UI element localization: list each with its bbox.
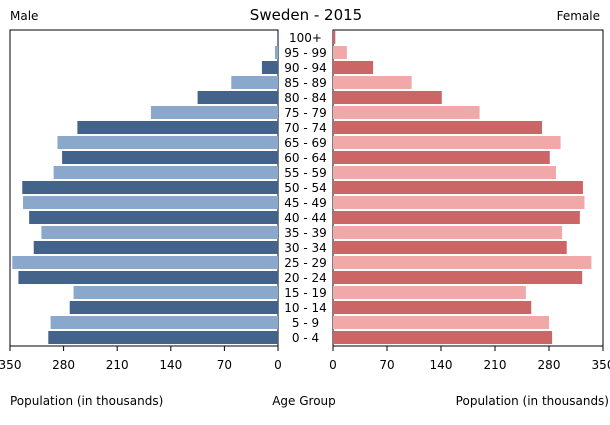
male-bar — [48, 331, 279, 344]
x-axis-ticks: 0 0 70 70 140 140 210 210 280 280 350 350 — [0, 346, 610, 372]
female-bar — [333, 76, 412, 89]
female-bar — [333, 241, 567, 254]
age-group-label: 85 - 89 — [284, 76, 327, 90]
x-tick-label: 350 — [0, 358, 21, 372]
male-bar — [33, 241, 278, 254]
age-group-label: 10 - 14 — [284, 301, 327, 315]
female-bar — [333, 331, 553, 344]
age-group-label: 5 - 9 — [292, 316, 319, 330]
male-bar — [231, 76, 278, 89]
male-bar — [23, 196, 278, 209]
female-bar — [333, 91, 442, 104]
female-bar — [333, 181, 583, 194]
male-bar — [53, 166, 278, 179]
female-bar — [333, 316, 549, 329]
male-bar — [261, 61, 278, 74]
male-bar — [41, 226, 278, 239]
female-bar — [333, 211, 580, 224]
x-tick-label: 210 — [484, 358, 507, 372]
female-bar — [333, 61, 374, 74]
female-bar — [333, 286, 526, 299]
age-group-label: 95 - 99 — [284, 46, 327, 60]
age-group-label: 60 - 64 — [284, 151, 327, 165]
x-axis-label-right: Population (in thousands) — [456, 394, 609, 408]
x-axis-label-left: Population (in thousands) — [10, 394, 163, 408]
male-bar — [277, 31, 278, 44]
female-bar — [333, 46, 347, 59]
age-group-label: 50 - 54 — [284, 181, 327, 195]
female-bar — [333, 301, 532, 314]
age-group-label: 0 - 4 — [292, 331, 319, 345]
age-group-label: 75 - 79 — [284, 106, 327, 120]
chart-title: Sweden - 2015 — [250, 6, 362, 24]
female-bar — [333, 226, 563, 239]
x-tick-label: 350 — [592, 358, 610, 372]
age-group-label: 55 - 59 — [284, 166, 327, 180]
age-group-label: 45 - 49 — [284, 196, 327, 210]
male-bar — [18, 271, 279, 284]
female-bar — [333, 136, 561, 149]
male-bar — [22, 181, 278, 194]
female-bar — [333, 271, 583, 284]
male-bar — [57, 136, 278, 149]
male-bar — [73, 286, 278, 299]
age-group-label: 90 - 94 — [284, 61, 327, 75]
age-group-label: 70 - 74 — [284, 121, 327, 135]
x-tick-label: 140 — [430, 358, 453, 372]
age-group-label: 40 - 44 — [284, 211, 327, 225]
male-bar — [274, 46, 278, 59]
age-group-label: 30 - 34 — [284, 241, 327, 255]
center-axis-label: Age Group — [272, 394, 336, 408]
female-bar — [333, 166, 556, 179]
female-bar — [333, 196, 585, 209]
male-bar — [29, 211, 279, 224]
female-bar — [333, 256, 592, 269]
age-group-label: 65 - 69 — [284, 136, 327, 150]
male-bar — [77, 121, 278, 134]
female-bar — [333, 121, 543, 134]
female-bar — [333, 31, 336, 44]
x-tick-label: 140 — [159, 358, 182, 372]
female-bar — [333, 151, 550, 164]
age-group-label: 80 - 84 — [284, 91, 327, 105]
male-bars — [12, 31, 279, 344]
female-bars — [333, 31, 592, 344]
x-tick-label: 70 — [217, 358, 232, 372]
x-tick-label: 70 — [379, 358, 394, 372]
male-label: Male — [10, 9, 38, 23]
x-tick-label: 280 — [538, 358, 561, 372]
x-tick-label: 280 — [52, 358, 75, 372]
male-bar — [69, 301, 279, 314]
x-tick-label: 0 — [274, 358, 282, 372]
male-bar — [197, 91, 278, 104]
female-bar — [333, 106, 480, 119]
male-bar — [12, 256, 278, 269]
male-bar — [50, 316, 278, 329]
age-group-label: 25 - 29 — [284, 256, 327, 270]
age-group-label: 15 - 19 — [284, 286, 327, 300]
male-bar — [62, 151, 278, 164]
female-label: Female — [557, 9, 600, 23]
age-group-label: 35 - 39 — [284, 226, 327, 240]
x-tick-label: 210 — [106, 358, 129, 372]
age-group-label: 100+ — [289, 31, 322, 45]
age-group-label: 20 - 24 — [284, 271, 327, 285]
male-bar — [150, 106, 278, 119]
x-tick-label: 0 — [329, 358, 337, 372]
